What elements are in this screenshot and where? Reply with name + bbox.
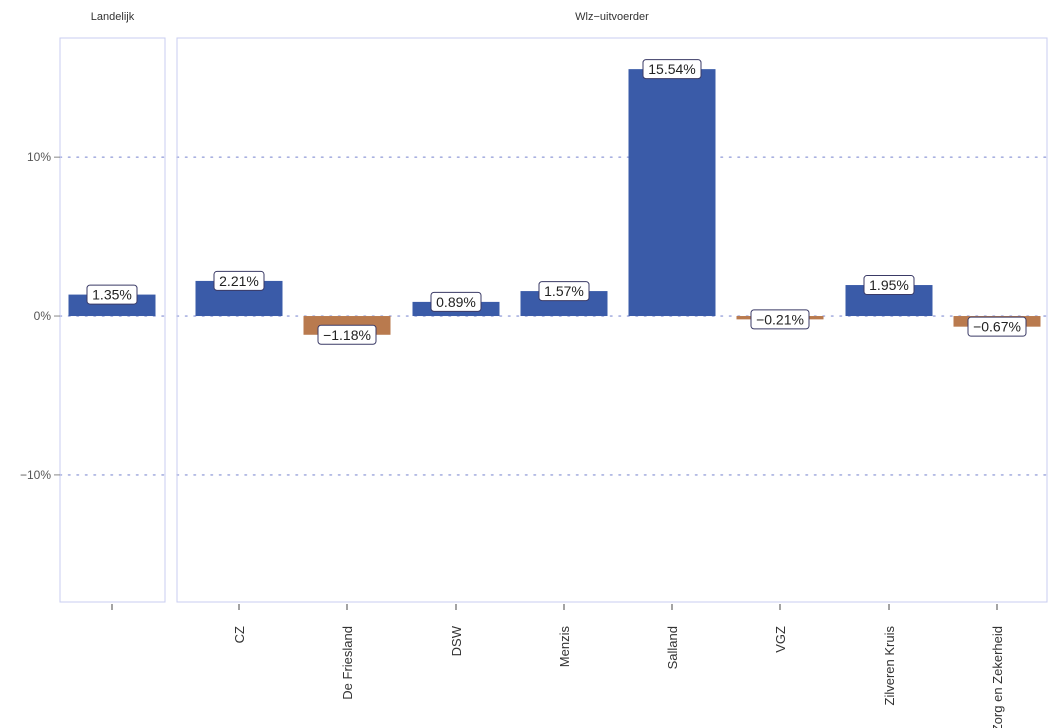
data-label-group: 15.54% xyxy=(642,59,702,80)
x-tick-label: Zorg en Zekerheid xyxy=(990,626,1005,728)
x-tick-label: Salland xyxy=(665,626,680,669)
label-layer: 1.35% 2.21% −1.18% 0.89% 1.57% 15.54% −0.21% 1.… xyxy=(86,59,1027,345)
data-label: 1.57% xyxy=(544,283,584,299)
data-label-group: −1.18% xyxy=(317,324,377,345)
data-label-group: 0.89% xyxy=(430,291,482,312)
x-tick-label: De Friesland xyxy=(340,626,355,700)
data-label-box xyxy=(750,309,810,330)
data-label-box xyxy=(642,59,702,80)
panel-border xyxy=(59,37,166,603)
y-tick-label: 10% xyxy=(27,150,51,164)
y-tick-label: −10% xyxy=(20,468,51,482)
grid-layer xyxy=(59,156,1048,476)
x-tick-label: DSW xyxy=(449,625,464,656)
data-label: −0.67% xyxy=(973,319,1021,335)
data-label-box xyxy=(863,275,915,296)
data-label: −1.18% xyxy=(323,327,371,343)
data-label-box xyxy=(538,281,590,302)
data-label: 15.54% xyxy=(648,61,695,77)
data-label: −0.21% xyxy=(756,311,804,327)
data-label: 2.21% xyxy=(219,273,259,289)
y-tick-label: 0% xyxy=(34,309,52,323)
data-label-box xyxy=(213,270,265,291)
data-label-group: 1.35% xyxy=(86,284,138,305)
data-label-box xyxy=(86,284,138,305)
data-label-box xyxy=(967,316,1027,337)
facet-strip-label: Wlz−uitvoerder xyxy=(575,11,649,23)
data-label: 1.95% xyxy=(869,277,909,293)
data-label-group: 1.95% xyxy=(863,275,915,296)
bar-layer xyxy=(68,69,1041,335)
data-label: 0.89% xyxy=(436,294,476,310)
data-label-box xyxy=(430,291,482,312)
panel-layer: Landelijk Wlz−uitvoerder xyxy=(59,11,1048,603)
x-tick-label: VGZ xyxy=(773,626,788,653)
bar xyxy=(628,69,716,317)
facet-strip-label: Landelijk xyxy=(91,11,135,23)
data-label-group: −0.67% xyxy=(967,316,1027,337)
data-label-group: 2.21% xyxy=(213,270,265,291)
data-label-group: −0.21% xyxy=(750,309,810,330)
data-label: 1.35% xyxy=(92,287,132,303)
x-tick-label: Menzis xyxy=(557,626,572,668)
x-tick-label: CZ xyxy=(232,626,247,643)
panel-border xyxy=(176,37,1048,603)
axis-layer: −10% 0% 10% CZ De Friesland DSW Menzis Salland V… xyxy=(20,150,1005,728)
data-label-group: 1.57% xyxy=(538,281,590,302)
data-label-box xyxy=(317,324,377,345)
x-tick-label: Zilveren Kruis xyxy=(882,626,897,706)
